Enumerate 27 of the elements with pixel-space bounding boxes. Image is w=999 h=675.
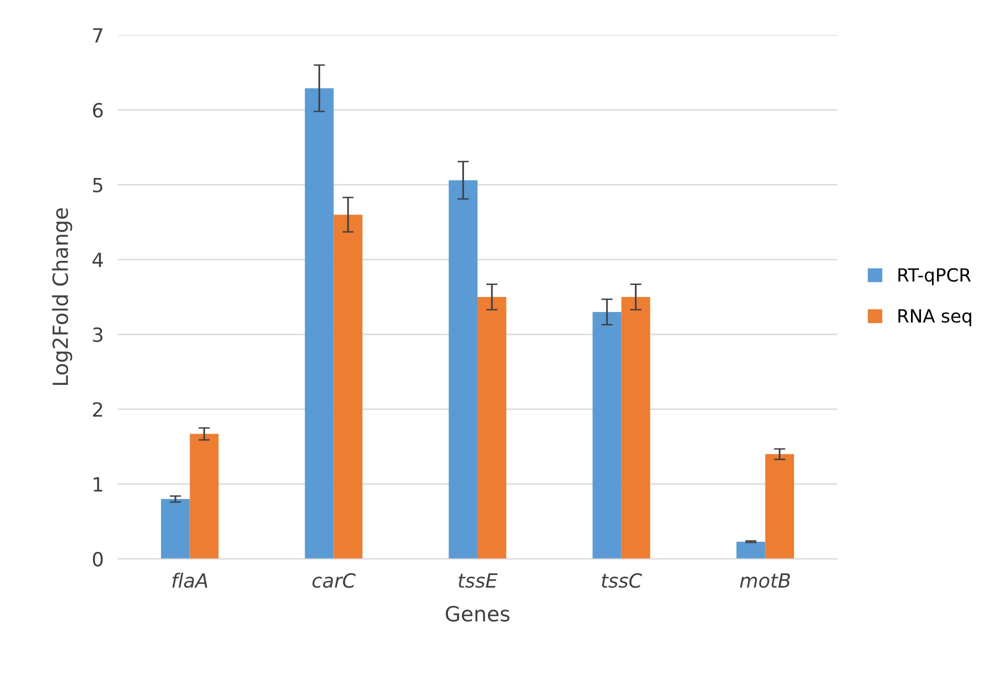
y-tick-label: 0: [92, 552, 103, 567]
y-tick-label: 2: [93, 402, 102, 417]
y-tick-label: 3: [93, 327, 102, 342]
bar: [621, 297, 650, 559]
bar: [478, 297, 506, 559]
bar: [190, 434, 219, 559]
x-tick-label: flaA: [172, 572, 208, 588]
x-tick-label: motB: [740, 573, 790, 588]
y-axis-title: Log2Fold Change: [52, 208, 72, 385]
legend-label: RNA seq: [898, 309, 972, 326]
y-tick-label: 7: [93, 28, 102, 42]
bar: [592, 312, 622, 559]
x-tick-label: tssE: [458, 573, 498, 588]
bar: [765, 454, 794, 559]
bar: [161, 499, 190, 559]
bar: [736, 542, 766, 559]
x-tick-label: tssC: [602, 573, 642, 588]
y-tick-label: 5: [93, 178, 102, 192]
y-tick-label: 4: [92, 252, 103, 267]
bar: [334, 214, 362, 559]
y-tick-label: 6: [92, 102, 103, 118]
x-axis-title: Genes: [446, 606, 510, 622]
y-tick-label: 1: [94, 477, 102, 492]
bar: [304, 88, 334, 559]
legend-label: RT-qPCR: [898, 268, 971, 286]
bar: [448, 180, 478, 559]
x-tick-label: carC: [312, 573, 356, 588]
